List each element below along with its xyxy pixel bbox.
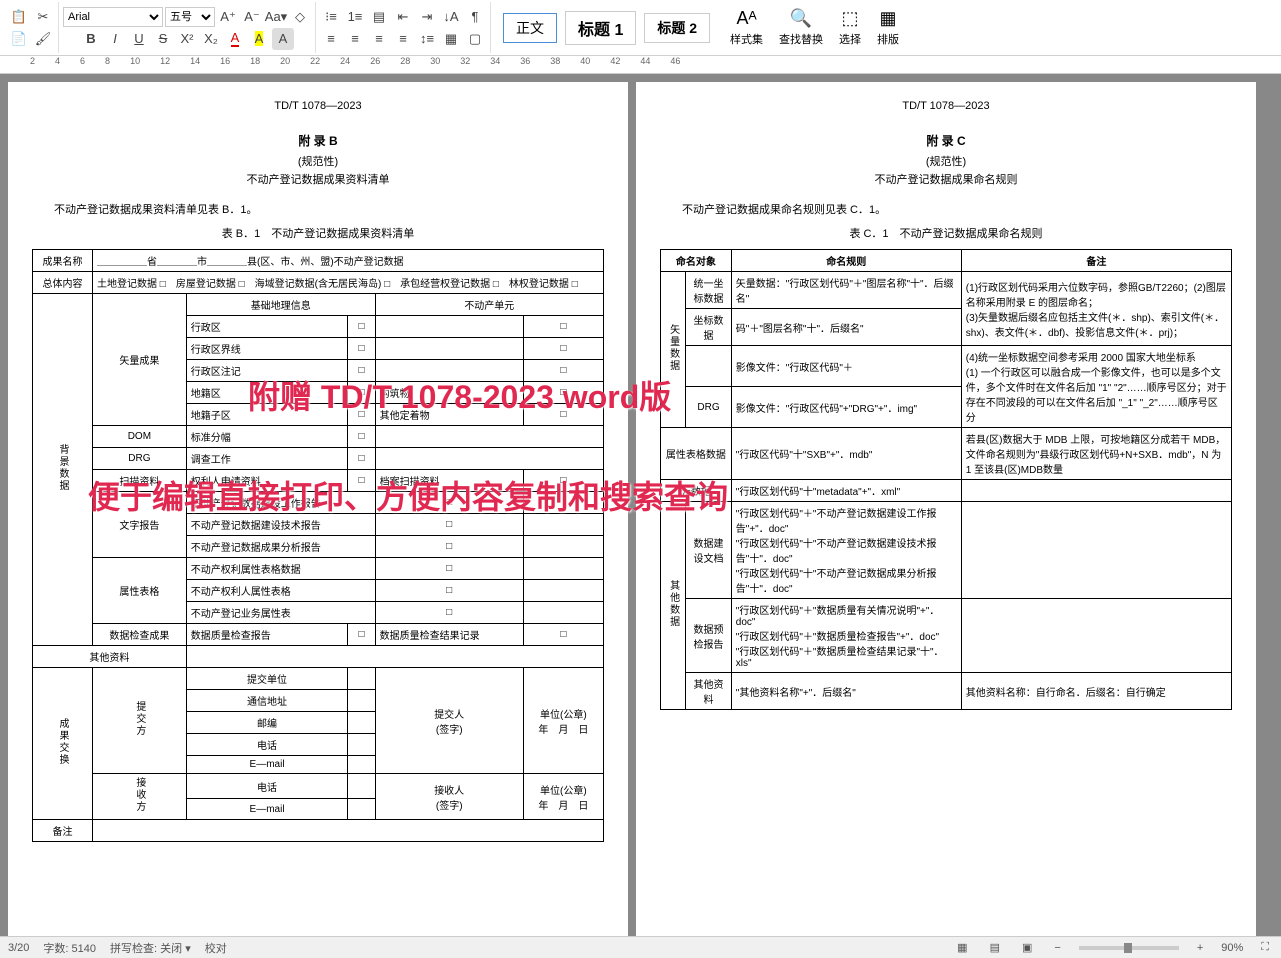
view-print-button[interactable]: ▦: [953, 941, 971, 954]
zoom-level[interactable]: 90%: [1221, 942, 1243, 954]
appendix-c-sub2: 不动产登记数据成果命名规则: [660, 171, 1232, 187]
table-c1: 命名对象命名规则备注 矢量数据 统一坐标数据矢量数据："行政区划代码"＋"图层名…: [660, 249, 1232, 710]
decrease-indent-button[interactable]: ⇤: [392, 6, 414, 28]
appendix-c-sub1: (规范性): [660, 153, 1232, 169]
appendix-b-sub2: 不动产登记数据成果资料清单: [32, 171, 604, 187]
numbering-button[interactable]: 1≡: [344, 6, 366, 28]
table-b1-caption: 表 B．1 不动产登记数据成果资料清单: [32, 225, 604, 241]
appendix-c-title: 附 录 C: [660, 132, 1232, 149]
style-gallery: 正文 标题 1 标题 2: [491, 11, 722, 45]
bullets-button[interactable]: ⁝≡: [320, 6, 342, 28]
underline-button[interactable]: U: [128, 28, 150, 50]
change-case-button[interactable]: Aa▾: [265, 6, 287, 28]
fullscreen-button[interactable]: ⛶: [1257, 941, 1273, 954]
show-marks-button[interactable]: ¶: [464, 6, 486, 28]
border-button[interactable]: ▢: [464, 28, 486, 50]
copy-button[interactable]: 📄: [8, 28, 30, 50]
page-header: TD/T 1078—2023: [32, 100, 604, 112]
appendix-b-intro: 不动产登记数据成果资料清单见表 B．1。: [32, 201, 604, 217]
style-set-button[interactable]: Aᴬ样式集: [722, 6, 771, 49]
italic-button[interactable]: I: [104, 28, 126, 50]
ribbon-toolbar: 📋 ✂ 📄 🖌 Arial 五号 A⁺ A⁻ Aa▾ ◇ B I U S X² …: [0, 0, 1281, 56]
format-painter-button[interactable]: 🖌: [32, 28, 54, 50]
horizontal-ruler[interactable]: 2468101214161820222426283032343638404244…: [0, 56, 1281, 74]
strike-button[interactable]: S: [152, 28, 174, 50]
document-area[interactable]: TD/T 1078—2023 附 录 B (规范性) 不动产登记数据成果资料清单…: [0, 74, 1281, 936]
style-body[interactable]: 正文: [503, 13, 557, 43]
zoom-in-button[interactable]: +: [1193, 942, 1207, 954]
multilevel-button[interactable]: ▤: [368, 6, 390, 28]
view-read-button[interactable]: ▤: [986, 941, 1004, 954]
select-button[interactable]: ⬚选择: [831, 6, 869, 49]
align-left-button[interactable]: ≡: [320, 28, 342, 50]
appendix-c-intro: 不动产登记数据成果命名规则见表 C．1。: [660, 201, 1232, 217]
view-web-button[interactable]: ▣: [1018, 941, 1036, 954]
subscript-button[interactable]: X₂: [200, 28, 222, 50]
zoom-out-button[interactable]: −: [1050, 942, 1064, 954]
paste-button[interactable]: 📋: [8, 6, 30, 28]
table-c1-caption: 表 C．1 不动产登记数据成果命名规则: [660, 225, 1232, 241]
find-replace-button[interactable]: 🔍查找替换: [771, 6, 831, 49]
font-size-select[interactable]: 五号: [165, 7, 215, 27]
zoom-slider[interactable]: [1079, 946, 1179, 950]
page-appendix-b: TD/T 1078—2023 附 录 B (规范性) 不动产登记数据成果资料清单…: [8, 82, 628, 936]
align-center-button[interactable]: ≡: [344, 28, 366, 50]
appendix-b-title: 附 录 B: [32, 132, 604, 149]
superscript-button[interactable]: X²: [176, 28, 198, 50]
status-bar: 3/20 字数: 5140 拼写检查: 关闭 ▾ 校对 ▦ ▤ ▣ − + 90…: [0, 936, 1281, 958]
page-indicator[interactable]: 3/20: [8, 942, 29, 954]
style-heading2[interactable]: 标题 2: [644, 13, 710, 43]
font-color-button[interactable]: A: [224, 28, 246, 50]
shading-button[interactable]: A: [272, 28, 294, 50]
font-name-select[interactable]: Arial: [63, 7, 163, 27]
justify-button[interactable]: ≡: [392, 28, 414, 50]
increase-indent-button[interactable]: ⇥: [416, 6, 438, 28]
para-shading-button[interactable]: ▦: [440, 28, 462, 50]
sort-button[interactable]: ↓A: [440, 6, 462, 28]
style-heading1[interactable]: 标题 1: [565, 11, 636, 45]
word-count[interactable]: 字数: 5140: [43, 940, 96, 956]
align-right-button[interactable]: ≡: [368, 28, 390, 50]
decrease-font-button[interactable]: A⁻: [241, 6, 263, 28]
page-appendix-c: TD/T 1078—2023 附 录 C (规范性) 不动产登记数据成果命名规则…: [636, 82, 1256, 936]
highlight-button[interactable]: A: [248, 28, 270, 50]
page-header-c: TD/T 1078—2023: [660, 100, 1232, 112]
appendix-b-sub1: (规范性): [32, 153, 604, 169]
table-b1: 成果名称＿＿＿＿＿省＿＿＿＿市＿＿＿＿县(区、市、州、盟)不动产登记数据 总体内…: [32, 249, 604, 842]
line-spacing-button[interactable]: ↕≡: [416, 28, 438, 50]
spell-check-status[interactable]: 拼写检查: 关闭 ▾: [110, 940, 191, 956]
cut-button[interactable]: ✂: [32, 6, 54, 28]
clear-format-button[interactable]: ◇: [289, 6, 311, 28]
bold-button[interactable]: B: [80, 28, 102, 50]
layout-button[interactable]: ▦排版: [869, 6, 907, 49]
increase-font-button[interactable]: A⁺: [217, 6, 239, 28]
review-status[interactable]: 校对: [205, 940, 227, 956]
